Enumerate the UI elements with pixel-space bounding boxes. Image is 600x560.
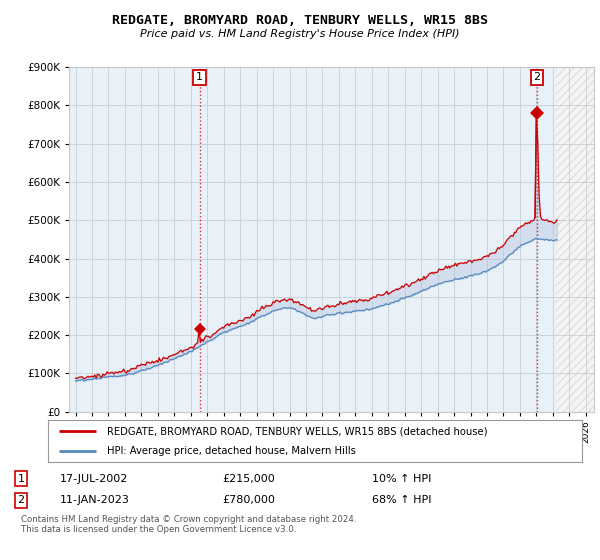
Text: 68% ↑ HPI: 68% ↑ HPI xyxy=(372,496,431,505)
Text: 10% ↑ HPI: 10% ↑ HPI xyxy=(372,474,431,484)
Text: 11-JAN-2023: 11-JAN-2023 xyxy=(60,496,130,505)
Text: 2: 2 xyxy=(533,72,541,82)
Text: Price paid vs. HM Land Registry's House Price Index (HPI): Price paid vs. HM Land Registry's House … xyxy=(140,29,460,39)
Text: REDGATE, BROMYARD ROAD, TENBURY WELLS, WR15 8BS: REDGATE, BROMYARD ROAD, TENBURY WELLS, W… xyxy=(112,14,488,27)
Text: £215,000: £215,000 xyxy=(222,474,275,484)
Text: REDGATE, BROMYARD ROAD, TENBURY WELLS, WR15 8BS (detached house): REDGATE, BROMYARD ROAD, TENBURY WELLS, W… xyxy=(107,426,487,436)
Bar xyxy=(556,67,594,412)
Text: Contains HM Land Registry data © Crown copyright and database right 2024.
This d: Contains HM Land Registry data © Crown c… xyxy=(21,515,356,534)
Bar xyxy=(556,67,594,412)
Text: 17-JUL-2002: 17-JUL-2002 xyxy=(60,474,128,484)
Text: £780,000: £780,000 xyxy=(222,496,275,505)
Text: 2: 2 xyxy=(17,496,25,505)
Text: 1: 1 xyxy=(196,72,203,82)
Text: 1: 1 xyxy=(17,474,25,484)
Text: HPI: Average price, detached house, Malvern Hills: HPI: Average price, detached house, Malv… xyxy=(107,446,356,456)
